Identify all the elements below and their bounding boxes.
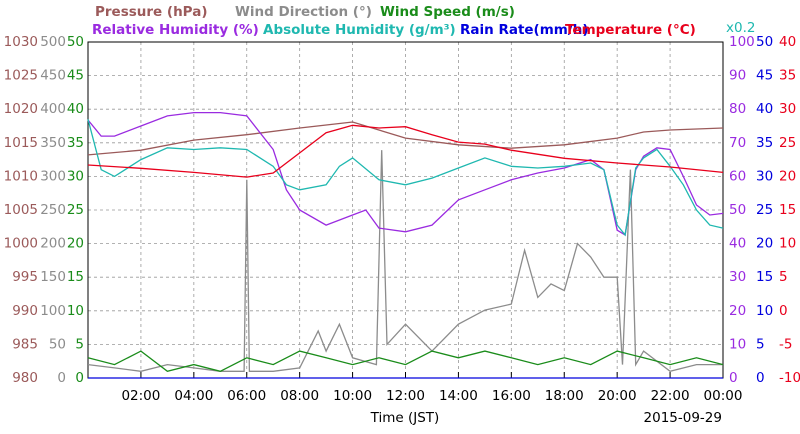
series-line <box>87 119 724 237</box>
y-tick-label: 50 <box>67 34 84 50</box>
x-tick-label: 10:00 <box>333 388 372 404</box>
series-line <box>87 350 724 373</box>
legend-entry: Pressure (hPa) <box>95 4 208 20</box>
y-tick-label: 10 <box>779 236 796 252</box>
y-tick-label: 10 <box>729 336 746 352</box>
y-tick-label: 35 <box>756 135 773 151</box>
y-tick-label: 60 <box>729 168 746 184</box>
y-tick-label: 90 <box>729 68 746 84</box>
y-tick-label: 50 <box>756 34 773 50</box>
x-tick-label: 02:00 <box>121 388 160 404</box>
legend-entry: Wind Speed (m/s) <box>380 4 515 20</box>
y-tick-label: 1010 <box>4 168 38 184</box>
y-tick-label: 5 <box>756 336 765 352</box>
x-tick-label: 08:00 <box>280 388 319 404</box>
legend-entry: Temperature (°C) <box>565 22 696 38</box>
y-tick-label: 150 <box>40 269 66 285</box>
x-tick-label: 12:00 <box>386 388 425 404</box>
y-tick-label: 1015 <box>4 135 38 151</box>
legend-entry: Wind Direction (°) <box>235 4 372 20</box>
y-tick-label: 0 <box>756 370 765 386</box>
y-tick-label: 0 <box>75 370 84 386</box>
y-tick-label: 45 <box>67 68 84 84</box>
y-tick-label: 1000 <box>4 236 38 252</box>
y-tick-label: 45 <box>756 68 773 84</box>
y-tick-label: 35 <box>67 135 84 151</box>
y-tick-label: 450 <box>40 68 66 84</box>
y-tick-label: 0 <box>779 303 788 319</box>
y-tick-label: 15 <box>756 269 773 285</box>
legend-entry: Rain Rate(mm/h) <box>460 22 589 38</box>
x-tick-label: 18:00 <box>545 388 584 404</box>
x-tick-label: 14:00 <box>439 388 478 404</box>
y-tick-label: 100 <box>729 34 755 50</box>
y-tick-label: 30 <box>756 168 773 184</box>
y-tick-label: 990 <box>12 303 38 319</box>
y-tick-label: 400 <box>40 101 66 117</box>
y-tick-label: 350 <box>40 135 66 151</box>
date-label: 2015-09-29 <box>644 410 722 426</box>
y-tick-label: 40 <box>779 34 796 50</box>
y-tick-label: 995 <box>12 269 38 285</box>
x-axis-title: Time (JST) <box>370 410 440 426</box>
y-tick-label: 20 <box>729 303 746 319</box>
y-tick-label: 20 <box>779 168 796 184</box>
y-tick-label: 0 <box>57 370 66 386</box>
y-tick-label: 35 <box>779 68 796 84</box>
y-tick-label: 20 <box>67 236 84 252</box>
y-tick-label: 300 <box>40 168 66 184</box>
y-tick-label: 0 <box>729 370 738 386</box>
series-line <box>87 150 723 373</box>
y-tick-label: 1025 <box>4 68 38 84</box>
y-tick-label: 985 <box>12 336 38 352</box>
x-tick-label: 22:00 <box>651 388 690 404</box>
y-tick-label: 1030 <box>4 34 38 50</box>
y-tick-label: 30 <box>779 101 796 117</box>
y-tick-label: 30 <box>729 269 746 285</box>
y-tick-label: 15 <box>779 202 796 218</box>
legend-entry: Relative Humidity (%) <box>92 22 259 38</box>
y-tick-label: 15 <box>67 269 84 285</box>
y-tick-label: 100 <box>40 303 66 319</box>
series-line <box>87 121 724 156</box>
y-tick-label: -5 <box>779 336 792 352</box>
y-tick-label: 40 <box>756 101 773 117</box>
y-tick-label: 80 <box>729 101 746 117</box>
scale-note: x0.2 <box>726 20 755 36</box>
y-tick-label: 10 <box>756 303 773 319</box>
series-line <box>87 124 724 178</box>
y-tick-label: 25 <box>779 135 796 151</box>
x-tick-label: 20:00 <box>598 388 637 404</box>
y-tick-label: 980 <box>12 370 38 386</box>
y-tick-label: 20 <box>756 236 773 252</box>
y-tick-label: 40 <box>67 101 84 117</box>
y-tick-label: -10 <box>779 370 800 386</box>
y-tick-label: 5 <box>75 336 84 352</box>
y-tick-label: 50 <box>729 202 746 218</box>
y-tick-label: 200 <box>40 236 66 252</box>
y-tick-label: 500 <box>40 34 66 50</box>
x-tick-label: 06:00 <box>227 388 266 404</box>
series-line <box>87 111 724 236</box>
y-tick-label: 40 <box>729 236 746 252</box>
y-tick-label: 250 <box>40 202 66 218</box>
x-tick-label: 00:00 <box>704 388 743 404</box>
y-tick-label: 50 <box>49 336 66 352</box>
y-tick-label: 1020 <box>4 101 38 117</box>
legend-entry: Absolute Humidity (g/m³) <box>263 22 456 38</box>
y-tick-label: 25 <box>67 202 84 218</box>
y-tick-label: 10 <box>67 303 84 319</box>
y-tick-label: 70 <box>729 135 746 151</box>
y-tick-label: 1005 <box>4 202 38 218</box>
x-tick-label: 16:00 <box>492 388 531 404</box>
x-tick-label: 04:00 <box>174 388 213 404</box>
y-tick-label: 30 <box>67 168 84 184</box>
y-tick-label: 25 <box>756 202 773 218</box>
y-tick-label: 5 <box>779 269 788 285</box>
